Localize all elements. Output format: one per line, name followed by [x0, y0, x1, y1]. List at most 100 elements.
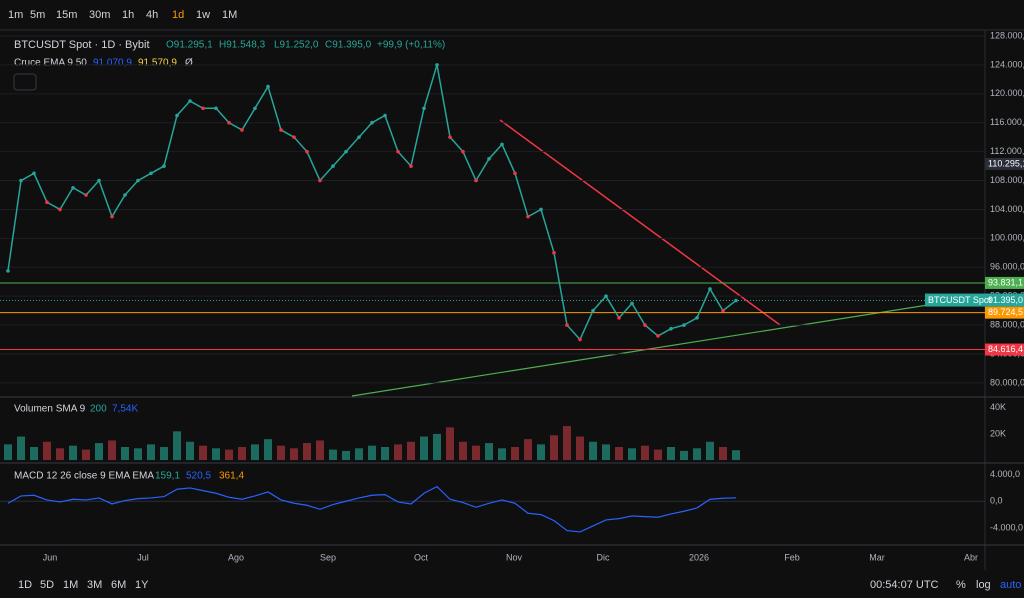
volume-bar: [589, 441, 597, 461]
y-tick-label: 104.000,0: [990, 204, 1024, 214]
x-tick-label: Oct: [414, 552, 429, 562]
last-name: BTCUSDT Spot: [928, 295, 992, 305]
indicator-value: 200: [90, 404, 107, 415]
price-point: [45, 200, 49, 205]
timeframe-button[interactable]: 1w: [196, 9, 210, 21]
auto-toggle[interactable]: auto: [1000, 579, 1021, 591]
price-point: [604, 294, 608, 298]
volume-bar: [485, 443, 493, 461]
x-tick-label: 2026: [689, 552, 709, 562]
timeframe-button[interactable]: 1h: [122, 9, 134, 21]
timeframe-button[interactable]: 30m: [89, 9, 110, 21]
ohlc: O91.295,1: [166, 40, 213, 51]
price-point: [253, 106, 257, 111]
level-tag: [985, 276, 1024, 289]
range-button[interactable]: 1Y: [135, 579, 149, 591]
timeframe-button[interactable]: 1d: [172, 9, 184, 21]
ohlc: L91.252,0: [274, 40, 319, 51]
volume-bar: [368, 445, 376, 461]
timeframe-button[interactable]: 4h: [146, 9, 158, 21]
price-point: [305, 149, 309, 154]
volume-bar: [693, 448, 701, 461]
volume-bar: [472, 445, 480, 461]
volume-bar: [550, 435, 558, 461]
volume-bar: [433, 433, 441, 461]
indicator-value: 91.570,9: [138, 58, 177, 69]
price-point: [383, 113, 387, 118]
y-tick-label: 128.000,0: [990, 30, 1024, 40]
price-point: [136, 178, 140, 183]
volume-bar: [498, 448, 506, 461]
percent-toggle[interactable]: %: [956, 579, 966, 591]
volume-bar: [160, 446, 168, 461]
indicator-value: Ø: [185, 58, 193, 69]
price-point: [708, 287, 712, 291]
indicator-value: 361,4: [219, 471, 244, 482]
volume-bar: [563, 426, 571, 461]
price-point: [396, 149, 400, 154]
x-tick-label: Dic: [597, 552, 610, 562]
volume-bar: [4, 444, 12, 461]
indicator-name: MACD 12 26 close 9 EMA EMA: [14, 471, 154, 482]
x-tick-label: Jul: [137, 552, 149, 562]
price-point: [175, 113, 179, 118]
volume-bar: [147, 444, 155, 461]
volume-bar: [56, 448, 64, 461]
indicator-value: 7,54K: [112, 404, 138, 415]
volume-bar: [511, 446, 519, 461]
volume-bar: [381, 446, 389, 461]
volume-bar: [355, 448, 363, 461]
log-toggle[interactable]: log: [976, 579, 991, 591]
price-point: [513, 171, 517, 176]
price-point: [331, 164, 335, 168]
range-button[interactable]: 3M: [87, 579, 102, 591]
price-point: [695, 316, 699, 320]
timeframe-button[interactable]: 1m: [8, 9, 23, 21]
price-point: [526, 214, 530, 219]
volume-bar: [537, 444, 545, 461]
volume-bar: [95, 443, 103, 461]
volume-bar: [524, 439, 532, 461]
price-point: [32, 171, 36, 176]
range-button[interactable]: 5D: [40, 579, 54, 591]
collapse-button[interactable]: [13, 73, 37, 91]
price-point: [435, 63, 439, 67]
range-button[interactable]: 1D: [18, 579, 32, 591]
price-point: [656, 334, 660, 338]
price-point: [123, 193, 127, 197]
legend: BTCUSDT Spot · 1D · Bybit O91.295,1 H91.…: [13, 39, 445, 482]
volume-bar: [17, 436, 25, 461]
volume-bar: [628, 448, 636, 461]
volume-bar: [134, 448, 142, 461]
volume-bar: [30, 446, 38, 461]
range-button[interactable]: 1M: [63, 579, 78, 591]
level-tag: [985, 306, 1024, 319]
price-point: [461, 149, 465, 154]
volume-bar: [654, 449, 662, 461]
price-point: [643, 323, 647, 327]
timeframe-button[interactable]: 15m: [56, 9, 77, 21]
range-button[interactable]: 6M: [111, 579, 126, 591]
price-point: [149, 171, 153, 176]
volume-bar: [602, 444, 610, 461]
y-tick-label: 124.000,0: [990, 59, 1024, 69]
last-tag: [925, 293, 1024, 307]
timeframe-button[interactable]: 1M: [222, 9, 237, 21]
x-tick-label: Feb: [784, 552, 800, 562]
clock: 00:54:07 UTC: [870, 579, 939, 591]
price-point: [6, 269, 10, 273]
price-point: [58, 207, 62, 212]
volume-bar: [667, 446, 675, 461]
price-point: [97, 178, 101, 183]
change: +99,9 (+0,11%): [377, 40, 445, 51]
y-tick-label: -4.000,0: [990, 522, 1023, 532]
last-value: 91.395,0: [988, 295, 1023, 305]
volume-bar: [121, 446, 129, 461]
price-point: [201, 106, 205, 111]
timeframe-button[interactable]: 5m: [30, 9, 45, 21]
price-point: [344, 149, 348, 154]
price-point: [266, 84, 270, 89]
price-point: [19, 178, 23, 183]
